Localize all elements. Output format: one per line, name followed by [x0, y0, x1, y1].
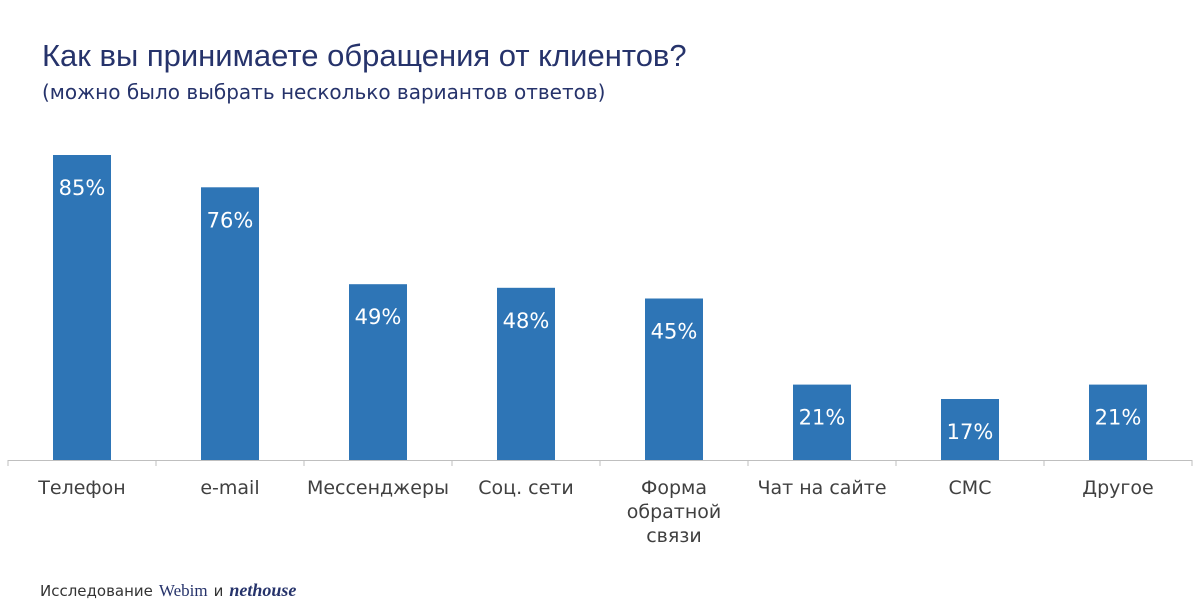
bar-5 [645, 298, 703, 460]
category-label-3: Мессенджеры [307, 477, 449, 499]
value-label-2: 76% [207, 208, 254, 232]
value-label-4: 48% [503, 309, 550, 333]
webim-logo: Webim [158, 581, 208, 600]
category-label-4: Соц. сети [478, 477, 573, 499]
bar-6 [793, 384, 851, 460]
footer-prefix: Исследование [40, 582, 153, 600]
category-label-6: Чат на сайте [757, 477, 886, 499]
footer-credit: Исследование Webim и nethouse [40, 580, 296, 601]
footer-conj: и [213, 582, 224, 600]
bar-4 [497, 287, 555, 460]
value-label-5: 45% [651, 320, 698, 344]
category-label-7: СМС [949, 477, 992, 499]
bar-2 [201, 187, 259, 461]
category-label-2: e-mail [200, 477, 259, 499]
bar-3 [349, 284, 407, 460]
category-label-1: Телефон [37, 477, 125, 499]
bar-1 [53, 155, 111, 460]
value-label-1: 85% [59, 176, 106, 200]
value-label-8: 21% [1095, 406, 1142, 430]
nethouse-logo: nethouse [229, 580, 297, 600]
value-label-6: 21% [799, 406, 846, 430]
chart-title: Как вы принимаете обращения от клиентов? [42, 38, 687, 73]
category-label-8: Другое [1082, 477, 1153, 499]
bar-7 [941, 399, 999, 460]
chart-subtitle: (можно было выбрать несколько вариантов … [42, 80, 606, 104]
value-label-7: 17% [947, 420, 994, 444]
bar-8 [1089, 384, 1147, 460]
value-label-3: 49% [355, 305, 402, 329]
category-label-5: Форма обратной связи [627, 477, 722, 547]
